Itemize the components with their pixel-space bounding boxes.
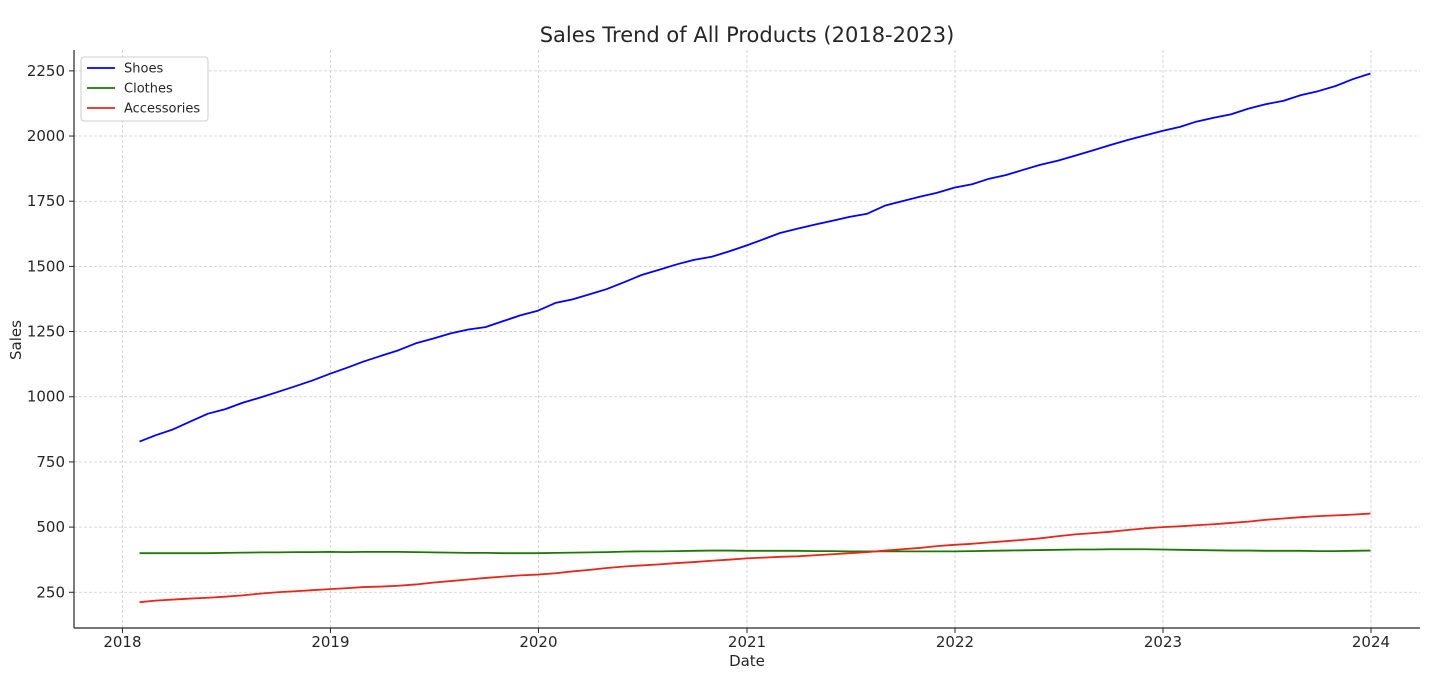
y-tick-label: 1250 <box>27 323 65 341</box>
y-tick-label: 1500 <box>27 257 65 275</box>
series-line-shoes <box>139 72 1371 443</box>
x-tick-label: 2021 <box>728 633 766 651</box>
x-tick-label: 2023 <box>1144 633 1182 651</box>
legend-label-accessories: Accessories <box>124 102 200 117</box>
legend: Shoes Clothes Accessories <box>80 56 209 122</box>
y-tick-label: 2250 <box>27 62 65 80</box>
x-tick-label: 2019 <box>311 633 349 651</box>
y-tick-label: 1750 <box>27 192 65 210</box>
y-tick-label: 1000 <box>27 388 65 406</box>
x-tick-label: 2020 <box>519 633 557 651</box>
y-tick-label: 500 <box>36 518 65 536</box>
x-tick-label: 2022 <box>936 633 974 651</box>
y-tick-label: 750 <box>36 453 65 471</box>
chart-title: Sales Trend of All Products (2018-2023) <box>540 23 955 47</box>
legend-frame <box>80 56 209 122</box>
x-tick-label: 2018 <box>103 633 141 651</box>
series-lines <box>139 72 1371 604</box>
y-tick-label: 250 <box>36 583 65 601</box>
x-axis-label: Date <box>729 652 765 670</box>
legend-label-clothes: Clothes <box>124 82 173 97</box>
x-axis-ticks: 2018 2019 2020 2021 2022 2023 2024 <box>103 628 1390 651</box>
series-line-clothes <box>139 548 1371 555</box>
y-tick-label: 2000 <box>27 127 65 145</box>
grid-lines <box>74 50 1420 628</box>
series-line-accessories <box>139 512 1371 604</box>
x-tick-label: 2024 <box>1352 633 1390 651</box>
y-axis-label: Sales <box>7 320 25 360</box>
legend-label-shoes: Shoes <box>124 62 163 77</box>
y-axis-ticks: 250 500 750 1000 1250 1500 1750 2000 2250 <box>27 62 74 601</box>
